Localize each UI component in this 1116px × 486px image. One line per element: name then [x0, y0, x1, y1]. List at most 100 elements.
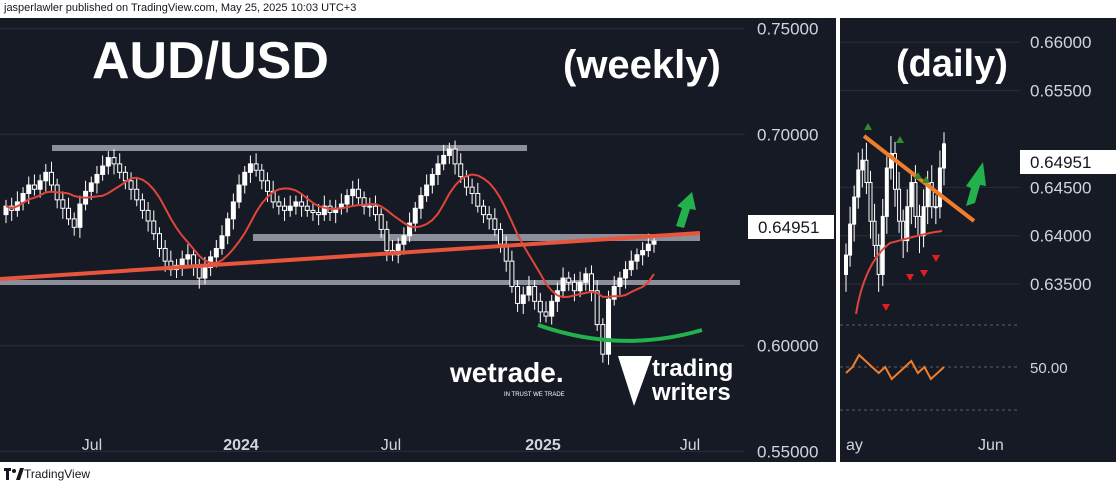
- weekly-candle: [321, 205, 327, 216]
- daily-chart-panel[interactable]: (daily) 0.66000 0.65500 0.64500 0.64000 0.63…: [840, 18, 1116, 462]
- daily-candle: [852, 196, 857, 225]
- weekly-candle: [367, 205, 373, 208]
- daily-price-tick: 0.65500: [1030, 82, 1091, 101]
- weekly-candle: [384, 228, 390, 252]
- weekly-price-tick: 0.55000: [757, 442, 818, 461]
- weekly-price-axis: 0.75000 0.70000 0.60000 0.55000: [757, 20, 818, 462]
- weekly-price-tick: 0.60000: [757, 337, 818, 356]
- weekly-candle: [509, 260, 515, 288]
- daily-candle: [893, 152, 897, 190]
- weekly-time-axis: Jul 2024 Jul 2025 Jul: [82, 437, 700, 454]
- weekly-candle: [532, 286, 538, 302]
- down-fractal-marker-icon: [906, 274, 914, 281]
- weekly-candle: [520, 294, 526, 304]
- weekly-candle: [179, 258, 185, 266]
- weekly-candle: [122, 171, 128, 182]
- weekly-candle: [299, 201, 305, 207]
- daily-candle: [844, 254, 848, 275]
- weekly-candle: [134, 188, 140, 201]
- daily-candle: [888, 152, 893, 169]
- daily-fractal-markers: [864, 123, 940, 311]
- weekly-candle: [247, 163, 253, 173]
- daily-candles: [844, 132, 946, 292]
- weekly-candle: [94, 173, 100, 184]
- weekly-candle: [259, 169, 265, 182]
- weekly-candle: [43, 171, 49, 182]
- weekly-time-tick: 2024: [223, 437, 259, 454]
- weekly-candle: [571, 281, 577, 292]
- weekly-candle: [543, 311, 549, 317]
- weekly-candle: [88, 182, 94, 192]
- daily-candle: [942, 143, 946, 169]
- daily-candle: [880, 215, 885, 275]
- daily-candle: [848, 223, 853, 256]
- daily-candle: [876, 244, 881, 275]
- weekly-mid-level: [253, 234, 700, 241]
- weekly-candle: [634, 254, 640, 262]
- weekly-candle: [287, 205, 293, 211]
- weekly-rising-trendline: [0, 231, 701, 281]
- weekly-candle: [588, 273, 594, 292]
- weekly-candle: [264, 180, 270, 192]
- weekly-candle: [355, 188, 361, 199]
- weekly-candle: [492, 218, 498, 230]
- weekly-support-level: [0, 280, 740, 285]
- weekly-time-tick: Jul: [82, 437, 102, 454]
- up-fractal-marker-icon: [914, 172, 922, 179]
- daily-chart-svg: (daily) 0.66000 0.65500 0.64500 0.64000 0.63…: [840, 33, 1116, 454]
- daily-last-price-label: 0.64951: [1030, 153, 1091, 172]
- daily-candle: [868, 182, 873, 222]
- weekly-candle: [48, 171, 54, 186]
- daily-candle: [901, 220, 906, 242]
- weekly-candle: [407, 222, 413, 237]
- daily-candle: [856, 169, 861, 198]
- weekly-candle: [3, 205, 9, 216]
- weekly-last-price-box: [748, 215, 834, 239]
- weekly-candle: [640, 250, 646, 256]
- weekly-candle: [480, 205, 486, 216]
- weekly-candle: [253, 163, 259, 171]
- wetrade-logo: wetrade. IN TRUST WE TRADE: [449, 357, 565, 398]
- down-fractal-marker-icon: [882, 304, 890, 311]
- weekly-candle: [617, 277, 623, 288]
- daily-moving-average: [855, 230, 943, 315]
- daily-candle: [933, 206, 938, 209]
- weekly-candle: [560, 277, 566, 292]
- weekly-candle: [282, 205, 288, 211]
- daily-candle: [872, 220, 877, 246]
- weekly-chart-panel[interactable]: AUD/USD (weekly) 0.75000 0.70000 0.60000 0.…: [0, 18, 836, 462]
- daily-candle: [897, 188, 902, 222]
- weekly-price-tick: 0.75000: [757, 20, 818, 39]
- weekly-candle: [151, 220, 157, 235]
- daily-price-tick: 0.66000: [1030, 33, 1091, 52]
- weekly-last-price-label: 0.64951: [758, 218, 819, 237]
- weekly-candle: [475, 192, 481, 207]
- weekly-candle: [623, 269, 629, 279]
- weekly-candle: [316, 212, 322, 216]
- weekly-candle: [242, 171, 248, 186]
- weekly-candle: [372, 205, 378, 216]
- weekly-candle: [202, 266, 208, 279]
- daily-candle: [921, 206, 926, 237]
- weekly-candle: [469, 186, 475, 194]
- daily-price-tick: 0.63500: [1030, 275, 1091, 294]
- weekly-candle: [463, 176, 469, 188]
- weekly-subtitle: (weekly): [563, 43, 721, 87]
- daily-price-axis: 0.66000 0.65500 0.64500 0.64000 0.63500: [1030, 33, 1091, 294]
- weekly-candle: [606, 298, 612, 355]
- weekly-candle: [219, 235, 225, 249]
- weekly-candle: [549, 300, 555, 317]
- daily-time-axis: ay Jun: [846, 437, 1004, 454]
- daily-subtitle: (daily): [896, 43, 1008, 85]
- weekly-candle: [213, 247, 219, 258]
- weekly-candle: [128, 180, 134, 190]
- weekly-time-tick: 2025: [525, 437, 561, 454]
- weekly-candle: [537, 300, 543, 313]
- down-fractal-marker-icon: [932, 255, 940, 262]
- weekly-up-arrow-icon: [676, 192, 696, 228]
- weekly-candle: [515, 286, 521, 304]
- weekly-candle: [401, 235, 407, 245]
- daily-indicator-line: [845, 353, 945, 381]
- weekly-candle: [594, 290, 600, 326]
- tradingview-logo-icon: [4, 468, 24, 480]
